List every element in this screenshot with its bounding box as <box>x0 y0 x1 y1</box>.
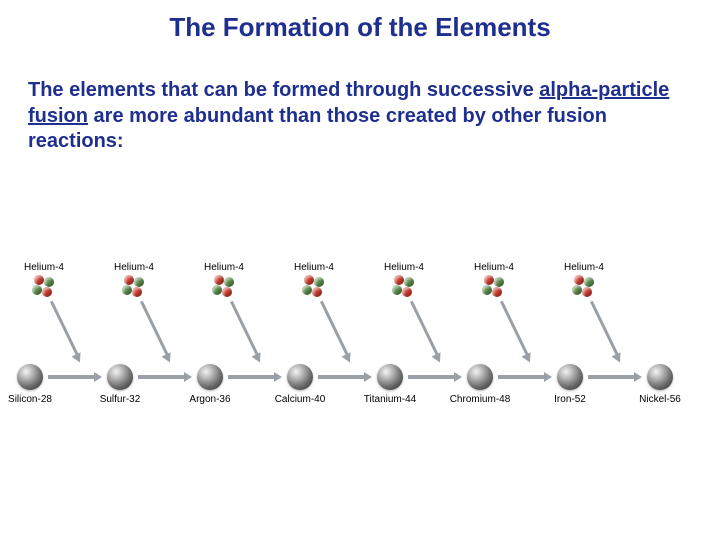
element-sphere-icon <box>377 364 403 390</box>
body-text-after: are more abundant than those created by … <box>28 105 607 153</box>
helium-label: Helium-4 <box>179 262 269 273</box>
helium-block: Helium-4 <box>0 262 89 299</box>
element-label: Calcium-40 <box>255 394 345 405</box>
element-block: Sulfur-32 <box>75 364 165 405</box>
element-label: Argon-36 <box>165 394 255 405</box>
alpha-particle-icon <box>302 275 326 299</box>
helium-label: Helium-4 <box>539 262 629 273</box>
helium-label: Helium-4 <box>449 262 539 273</box>
helium-label: Helium-4 <box>359 262 449 273</box>
element-block: Silicon-28 <box>0 364 75 405</box>
element-block: Argon-36 <box>165 364 255 405</box>
alpha-particle-icon <box>122 275 146 299</box>
alpha-particle-icon <box>32 275 56 299</box>
alpha-particle-icon <box>212 275 236 299</box>
element-sphere-icon <box>557 364 583 390</box>
helium-label: Helium-4 <box>89 262 179 273</box>
element-block: Calcium-40 <box>255 364 345 405</box>
body-text: The elements that can be formed through … <box>28 78 680 155</box>
helium-label: Helium-4 <box>269 262 359 273</box>
helium-block: Helium-4 <box>179 262 269 299</box>
element-label: Silicon-28 <box>0 394 75 405</box>
element-sphere-icon <box>467 364 493 390</box>
alpha-particle-icon <box>482 275 506 299</box>
alpha-particle-icon <box>572 275 596 299</box>
element-block: Nickel-56 <box>615 364 705 405</box>
helium-block: Helium-4 <box>269 262 359 299</box>
element-label: Sulfur-32 <box>75 394 165 405</box>
element-block: Titanium-44 <box>345 364 435 405</box>
element-label: Titanium-44 <box>345 394 435 405</box>
element-label: Iron-52 <box>525 394 615 405</box>
element-label: Chromium-48 <box>435 394 525 405</box>
element-sphere-icon <box>197 364 223 390</box>
helium-block: Helium-4 <box>89 262 179 299</box>
element-block: Iron-52 <box>525 364 615 405</box>
helium-block: Helium-4 <box>449 262 539 299</box>
element-sphere-icon <box>17 364 43 390</box>
element-sphere-icon <box>647 364 673 390</box>
alpha-particle-icon <box>392 275 416 299</box>
helium-block: Helium-4 <box>539 262 629 299</box>
element-label: Nickel-56 <box>615 394 705 405</box>
element-sphere-icon <box>287 364 313 390</box>
element-block: Chromium-48 <box>435 364 525 405</box>
body-text-before: The elements that can be formed through … <box>28 79 539 101</box>
helium-block: Helium-4 <box>359 262 449 299</box>
element-sphere-icon <box>107 364 133 390</box>
page-title: The Formation of the Elements <box>0 12 720 43</box>
helium-label: Helium-4 <box>0 262 89 273</box>
